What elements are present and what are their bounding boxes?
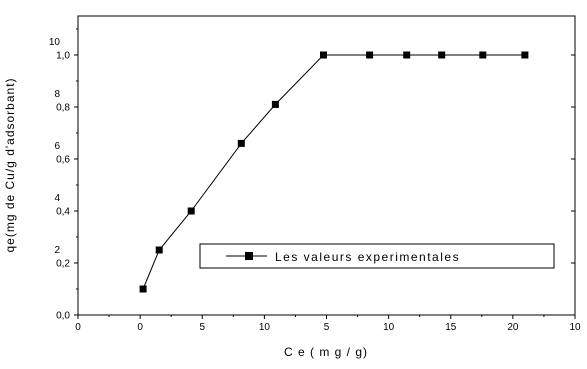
legend-label: Les valeurs experimentales <box>275 250 460 264</box>
x-tick-label: 10 <box>259 322 271 333</box>
data-point <box>187 207 195 215</box>
y-axis-title: qe(mg de Cu/g d'adsorbant) <box>3 77 17 252</box>
data-point <box>155 246 163 254</box>
data-point <box>237 139 245 147</box>
x-tick-label: 5 <box>324 322 330 333</box>
x-tick-label: 0 <box>137 322 143 333</box>
legend-marker <box>245 252 253 260</box>
data-point <box>139 285 147 293</box>
y-secondary-tick-label: 4 <box>54 193 60 204</box>
x-tick-label: 5 <box>199 322 205 333</box>
data-point <box>320 51 327 59</box>
x-tick-label: 15 <box>445 322 457 333</box>
legend: Les valeurs experimentales <box>199 243 555 269</box>
x-axis-title: C e ( m g / g) <box>284 345 368 359</box>
x-tick-label: 0 <box>75 322 81 333</box>
data-point <box>271 100 279 108</box>
y-secondary-tick-label: 6 <box>54 141 60 152</box>
y-left-tick-label: 0,2 <box>56 259 70 270</box>
y-left-tick-label: 0,8 <box>56 103 70 114</box>
y-secondary-tick-label: 8 <box>54 89 60 100</box>
data-point <box>438 51 446 59</box>
y-left-tick-label: 0,4 <box>56 207 70 218</box>
y-left-tick-label: 0,6 <box>56 155 70 166</box>
y-left-tick-label: 0,0 <box>56 311 70 322</box>
data-point <box>403 51 411 59</box>
data-point <box>521 51 529 59</box>
axis-tick-labels: 0 0 5 10 5 10 15 20 10 0,0 0,2 0,4 0,6 0,8 1,0 2 4 6 8 10 <box>49 37 581 333</box>
y-secondary-tick-label: 10 <box>49 37 61 48</box>
x-tick-label: 10 <box>383 322 395 333</box>
data-point <box>479 51 487 59</box>
plot-frame <box>77 15 576 316</box>
data-point <box>366 51 374 59</box>
y-secondary-tick-label: 2 <box>54 245 60 256</box>
x-tick-label: 10 <box>569 322 581 333</box>
y-left-tick-label: 1,0 <box>56 51 70 62</box>
x-tick-label: 20 <box>507 322 519 333</box>
series-markers <box>139 51 529 293</box>
axis-ticks <box>74 28 576 319</box>
